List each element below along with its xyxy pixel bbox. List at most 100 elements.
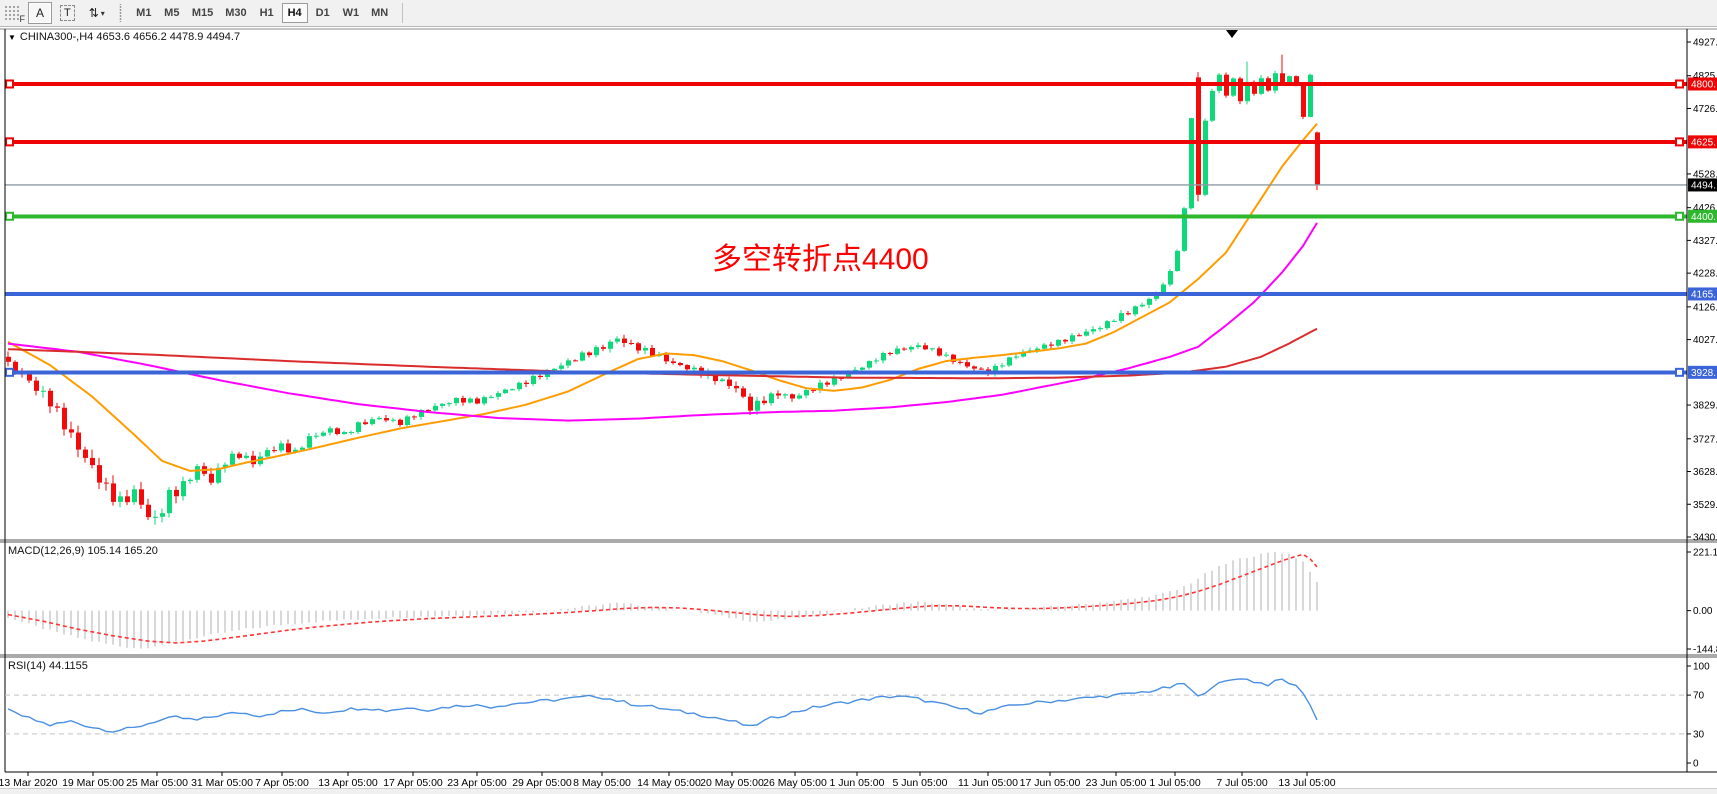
rsi-pane	[5, 678, 1687, 735]
line-handle[interactable]	[1675, 137, 1684, 147]
rsi-tick-label: 0	[1693, 759, 1699, 770]
price-axis[interactable]: 4927. 4825. 4726. 4528. 4426. 4327. 4228. 4126.…	[1687, 38, 1717, 544]
chart-shift-marker-icon[interactable]	[1226, 30, 1238, 38]
time-tick-label: 1 Jul 05:00	[1149, 777, 1201, 789]
line-handle[interactable]	[5, 211, 14, 221]
price-tick-label: 3829.	[1693, 401, 1717, 412]
line-handle[interactable]	[5, 137, 14, 147]
grid-f-letter: F	[19, 14, 25, 24]
price-badge-label: 4165.	[1691, 289, 1716, 300]
toolbar-gripper[interactable]	[116, 4, 124, 22]
line-handle[interactable]	[5, 79, 14, 89]
text-label-tool-button[interactable]: T	[54, 2, 81, 24]
macd-signal-line	[7, 553, 1318, 644]
time-tick-label: 7 Jul 05:00	[1216, 777, 1268, 789]
price-badge-label: 4800.	[1691, 79, 1716, 90]
grid-snap-icon[interactable]: F	[2, 2, 26, 24]
price-tick-label: 3529.	[1693, 500, 1717, 511]
toolbar: F A T ⇅ ▾ M1 M5 M15 M30 H1 H4 D1 W1 MN	[0, 0, 1717, 27]
time-tick-label: 1 Jun 05:00	[830, 777, 885, 789]
macd-pane	[7, 552, 1318, 649]
macd-label: MACD(12,26,9) 105.14 165.20	[8, 545, 158, 557]
timeframe-button-H4[interactable]: H4	[281, 3, 308, 23]
hline-4400[interactable]	[5, 211, 1687, 221]
rsi-tick-label: 70	[1693, 691, 1705, 702]
chart-title: ▼ CHINA300-,H4 4653.6 4656.2 4478.9 4494.…	[8, 31, 240, 43]
price-tick-label: 4927.	[1693, 38, 1717, 49]
rsi-tick-label: 100	[1693, 662, 1710, 673]
time-tick-label: 17 Apr 05:00	[383, 777, 443, 789]
price-tick-label: 3628.	[1693, 467, 1717, 478]
time-axis[interactable]: 13 Mar 2020 19 Mar 05:00 25 Mar 05:00 31 Ma…	[0, 772, 1336, 789]
dot-grid-icon	[4, 5, 19, 20]
price-badge-label: 3928.	[1691, 368, 1716, 379]
price-tick-label: 4327.	[1693, 236, 1717, 247]
rsi-label: RSI(14) 44.1155	[8, 660, 88, 672]
time-tick-label: 11 Jun 05:00	[958, 777, 1018, 789]
price-badge-label: 4400.	[1691, 212, 1716, 223]
price-badge	[1688, 287, 1717, 301]
timeframe-button-M5[interactable]: M5	[159, 3, 185, 23]
timeframe-group: M1 M5 M15 M30 H1 H4 D1 W1 MN	[130, 3, 394, 23]
price-badge-label: 4494.	[1691, 180, 1716, 191]
ma-fast-orange[interactable]	[7, 123, 1318, 472]
price-tick-label: 3727.	[1693, 434, 1717, 445]
chevron-down-icon: ▾	[100, 8, 105, 18]
t-tool-glyph: T	[60, 5, 75, 21]
rsi-line	[7, 678, 1318, 733]
price-tick-label: 4528.	[1693, 169, 1717, 180]
status-bar	[0, 788, 1717, 794]
price-tick-label: 4126.	[1693, 302, 1717, 313]
timeframe-button-M15[interactable]: M15	[187, 3, 218, 23]
time-tick-label: 25 Mar 05:00	[126, 777, 188, 789]
price-badge	[1688, 77, 1717, 91]
timeframe-button-M30[interactable]: M30	[220, 3, 251, 23]
timeframe-button-M1[interactable]: M1	[131, 3, 157, 23]
macd-axis[interactable]: 221.13 0.00 -144.85	[1687, 548, 1717, 656]
time-tick-label: 26 May 05:00	[763, 777, 827, 789]
arrows-icon: ⇅	[88, 6, 99, 20]
price-badge	[1688, 365, 1717, 379]
time-tick-label: 29 Apr 05:00	[512, 777, 572, 789]
timeframe-button-W1[interactable]: W1	[338, 3, 365, 23]
price-tick-label: 4228.	[1693, 269, 1717, 280]
macd-tick-label: -144.85	[1693, 645, 1717, 656]
timeframe-button-H1[interactable]: H1	[254, 3, 280, 23]
rsi-tick-label: 30	[1693, 729, 1705, 740]
price-tick-label: 4027.	[1693, 335, 1717, 346]
line-handle[interactable]	[1675, 211, 1684, 221]
horizontal-level-lines[interactable]	[5, 79, 1687, 377]
price-badge	[1688, 135, 1717, 149]
text-annotation-tool-button[interactable]: A	[28, 2, 52, 24]
price-tick-label: 4426.	[1693, 203, 1717, 214]
rsi-axis[interactable]: 100 70 30 0	[1687, 662, 1710, 770]
time-tick-label: 7 Apr 05:00	[255, 777, 309, 789]
time-tick-label: 17 Jun 05:00	[1020, 777, 1081, 789]
line-handle[interactable]	[5, 367, 14, 377]
timeframe-button-MN[interactable]: MN	[366, 3, 393, 23]
time-tick-label: 5 Jun 05:00	[893, 777, 948, 789]
chart-ohlc-readout: 4653.6 4656.2 4478.9 4494.7	[96, 31, 241, 43]
hline-4800[interactable]	[5, 79, 1687, 89]
annotation-text[interactable]: 多空转折点4400	[712, 243, 929, 276]
time-tick-label: 31 Mar 05:00	[191, 777, 253, 789]
time-tick-label: 13 Apr 05:00	[318, 777, 378, 789]
time-tick-label: 14 May 05:00	[637, 777, 701, 789]
ma-mid-magenta[interactable]	[7, 222, 1318, 422]
line-handle[interactable]	[1675, 79, 1684, 89]
collapse-triangle-icon[interactable]: ▼	[8, 33, 16, 42]
price-tick-label: 4726.	[1693, 104, 1717, 115]
hline-3928[interactable]	[5, 367, 1687, 377]
price-badge	[1688, 209, 1717, 223]
timeframe-button-D1[interactable]: D1	[310, 3, 336, 23]
hline-4625[interactable]	[5, 137, 1687, 147]
arrows-tool-button[interactable]: ⇅ ▾	[83, 2, 111, 24]
line-handle[interactable]	[1675, 367, 1684, 377]
toolbar-separator	[402, 3, 404, 23]
price-tick-label: 3430.	[1693, 533, 1717, 544]
time-tick-label: 20 May 05:00	[700, 777, 764, 789]
time-tick-label: 23 Apr 05:00	[447, 777, 507, 789]
time-tick-label: 23 Jun 05:00	[1086, 777, 1147, 789]
